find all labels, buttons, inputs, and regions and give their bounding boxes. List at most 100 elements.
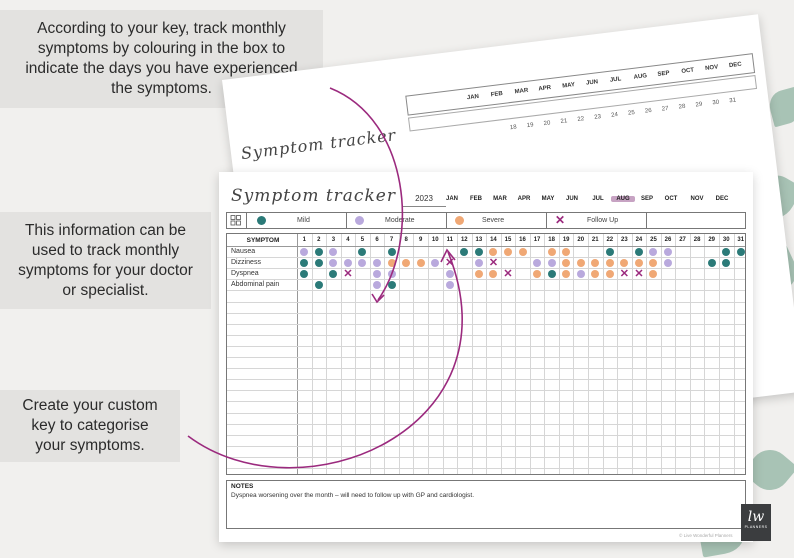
moderate-dot[interactable] — [431, 258, 440, 267]
month-dec[interactable]: DEC — [715, 196, 729, 202]
moderate-dot[interactable] — [445, 269, 454, 278]
severe-dot[interactable] — [605, 269, 614, 278]
moderate-dot[interactable] — [373, 280, 382, 289]
moderate-dot[interactable] — [547, 258, 556, 267]
grid-line — [227, 390, 745, 392]
moderate-dot[interactable] — [373, 269, 382, 278]
key-severe[interactable]: Severe — [447, 213, 547, 228]
moderate-dot[interactable] — [343, 258, 352, 267]
month-sep[interactable]: SEP — [640, 196, 653, 202]
moderate-dot[interactable] — [664, 258, 673, 267]
mild-dot[interactable] — [329, 269, 338, 278]
month-nov[interactable]: NOV — [690, 196, 704, 202]
severe-dot[interactable] — [503, 247, 512, 256]
follow-up-x-icon[interactable]: ✕ — [503, 267, 513, 280]
follow-up-x-icon[interactable]: ✕ — [488, 256, 499, 269]
grid-line — [558, 234, 560, 474]
moderate-dot[interactable] — [649, 247, 658, 256]
grid-line — [573, 234, 575, 474]
key-mild[interactable]: Mild — [247, 213, 347, 228]
mild-dot[interactable] — [736, 247, 745, 256]
mild-dot[interactable] — [387, 280, 396, 289]
moderate-dot[interactable] — [358, 258, 367, 267]
severe-dot[interactable] — [387, 258, 396, 267]
mild-dot[interactable] — [547, 269, 556, 278]
severe-dot[interactable] — [547, 247, 556, 256]
symptom-grid[interactable]: SYMPTOM 1 2 3 4 5 6 7 8 9 10 11 12 13 14 15 16 17 18 19 20 2… — [226, 233, 746, 475]
front-sheet: Symptom tracker 2023 JAN FEB MAR APR MAY JUN J… — [219, 172, 753, 542]
moderate-dot[interactable] — [664, 247, 673, 256]
mild-dot[interactable] — [358, 247, 367, 256]
severe-dot[interactable] — [562, 258, 571, 267]
month-feb[interactable]: FEB — [470, 196, 482, 202]
grid-line — [500, 234, 502, 474]
mild-dot[interactable] — [314, 247, 323, 256]
key-moderate[interactable]: Moderate — [347, 213, 447, 228]
day-number: 2 — [317, 237, 321, 243]
severe-dot[interactable] — [533, 269, 542, 278]
severe-dot[interactable] — [562, 269, 571, 278]
moderate-dot[interactable] — [373, 258, 382, 267]
mild-dot[interactable] — [722, 258, 731, 267]
follow-up-x-icon[interactable]: ✕ — [634, 267, 644, 280]
severe-dot[interactable] — [605, 258, 614, 267]
severe-dot[interactable] — [591, 258, 600, 267]
severe-dot[interactable] — [562, 247, 571, 256]
mild-dot[interactable] — [460, 247, 469, 256]
follow-up-x-icon: ✕ — [555, 213, 566, 227]
severe-dot[interactable] — [416, 258, 425, 267]
mild-dot[interactable] — [314, 280, 323, 289]
mild-dot[interactable] — [314, 258, 323, 267]
month-mar[interactable]: MAR — [493, 196, 507, 202]
callout-line: or specialist. — [62, 281, 149, 299]
moderate-dot[interactable] — [533, 258, 542, 267]
moderate-dot[interactable] — [445, 280, 454, 289]
month-may[interactable]: MAY — [541, 196, 555, 202]
day-number: 17 — [533, 237, 541, 243]
severe-dot[interactable] — [620, 258, 629, 267]
grid-line — [384, 234, 386, 474]
month-jun[interactable]: JUN — [565, 196, 578, 202]
mild-dot[interactable] — [707, 258, 716, 267]
grid-line — [631, 234, 633, 474]
moderate-dot[interactable] — [300, 247, 309, 256]
moderate-dot[interactable] — [329, 258, 338, 267]
grid-line — [227, 345, 745, 347]
month-apr[interactable]: APR — [517, 196, 531, 202]
day-number: 29 — [708, 237, 715, 243]
severe-dot[interactable] — [591, 269, 600, 278]
day-number: 31 — [737, 237, 745, 243]
severe-dot[interactable] — [576, 258, 585, 267]
severe-dot[interactable] — [518, 247, 527, 256]
follow-up-x-icon[interactable]: ✕ — [343, 267, 353, 280]
key-follow-up[interactable]: ✕ Follow Up — [547, 213, 647, 228]
mild-dot[interactable] — [300, 269, 309, 278]
grid-line — [704, 234, 706, 474]
follow-up-x-icon[interactable]: ✕ — [445, 256, 455, 269]
month-jan[interactable]: JAN — [445, 196, 458, 202]
mild-dot[interactable] — [634, 247, 643, 256]
grid-line — [227, 379, 745, 381]
month-aug[interactable]: AUG — [611, 196, 635, 202]
severe-dot[interactable] — [402, 258, 411, 267]
severe-dot[interactable] — [649, 258, 658, 267]
follow-up-x-icon[interactable]: ✕ — [619, 267, 629, 280]
severe-dot[interactable] — [649, 269, 658, 278]
moderate-dot[interactable] — [329, 247, 338, 256]
moderate-dot[interactable] — [576, 269, 585, 278]
mild-dot[interactable] — [474, 247, 483, 256]
severe-dot[interactable] — [634, 258, 643, 267]
mild-dot[interactable] — [387, 247, 396, 256]
callout-track-symptoms: According to your key, track monthly sym… — [0, 10, 323, 108]
severe-dot[interactable] — [489, 247, 498, 256]
year-field[interactable]: 2023 — [402, 194, 446, 207]
mild-dot[interactable] — [605, 247, 614, 256]
month-jul[interactable]: JUL — [592, 196, 604, 202]
mild-dot[interactable] — [722, 247, 731, 256]
day-number: 13 — [475, 237, 483, 243]
severe-dot[interactable] — [474, 269, 483, 278]
moderate-dot[interactable] — [474, 258, 483, 267]
month-oct[interactable]: OCT — [664, 196, 678, 202]
severe-dot[interactable] — [489, 269, 498, 278]
mild-dot[interactable] — [300, 258, 309, 267]
